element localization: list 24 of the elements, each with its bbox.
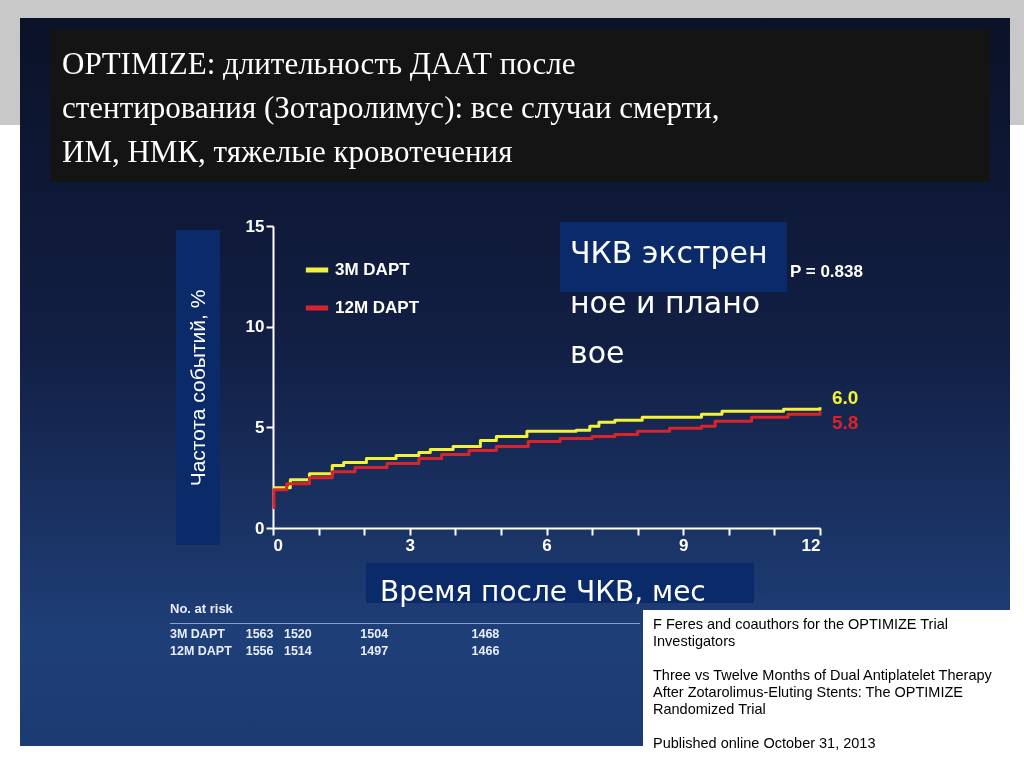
- y-tick-label: 10: [245, 317, 265, 337]
- y-tick-label: 5: [255, 417, 265, 437]
- annotation: P = 0.838: [790, 262, 863, 282]
- x-tick-label: 3: [405, 535, 415, 555]
- text: 12M DAPT 1556 1514 1497 1466: [170, 644, 500, 658]
- y-tick-label: 15: [245, 216, 265, 236]
- text: Three vs Twelve Months of Dual Antiplatelet Therapy After Zotarolimus-Eluting Stents: The OPTIMIZE Randomized Trial: [653, 667, 993, 718]
- text: Published online October 31, 2013: [653, 735, 877, 752]
- y-axis-title: Частота событий, %: [186, 289, 210, 486]
- text: F Feres and coauthors for the OPTIMIZE Trial Investigators: [653, 616, 949, 650]
- text: No. at risk: [170, 601, 233, 616]
- annotation: ЧКВ экстренное и плановое: [560, 222, 787, 384]
- legend-label: 3M DAPT: [335, 260, 411, 279]
- x-axis-title: Время после ЧКВ, мес: [379, 574, 707, 608]
- y-tick-label: 0: [255, 518, 265, 538]
- text: 3M DAPT 1563 1520 1504 1468: [170, 623, 640, 641]
- annotation: 5.8: [832, 412, 859, 434]
- legend-label: 12M DAPT: [335, 298, 420, 317]
- chart-title: OPTIMIZE: длительность ДААТ после стентирования (Зотаролимус): все случаи смерти, ИМ, НМК, тяжелые кровотечения: [50, 30, 990, 182]
- x-tick-label: 0: [273, 535, 283, 555]
- x-tick-label: 9: [679, 535, 689, 555]
- x-tick-label: 12: [801, 535, 821, 555]
- annotation: 6.0: [832, 387, 859, 409]
- x-tick-label: 6: [542, 535, 552, 555]
